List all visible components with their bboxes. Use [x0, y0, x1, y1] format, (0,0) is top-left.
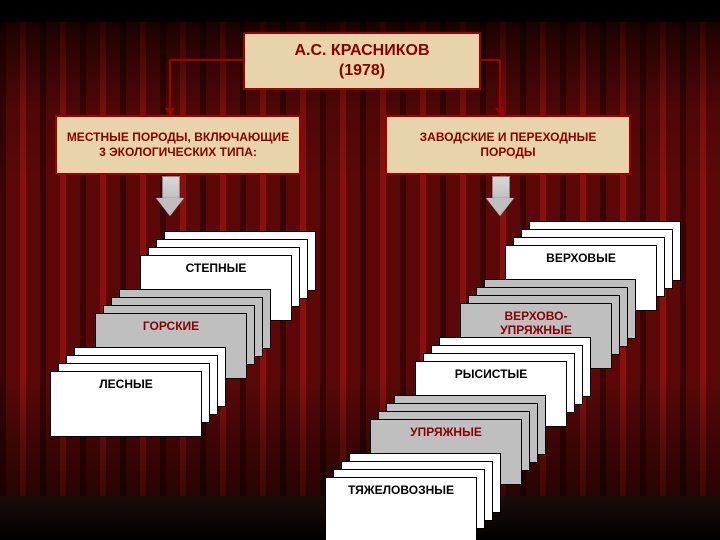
- root-title: А.С. КРАСНИКОВ (1978): [243, 32, 481, 90]
- branch-right-title: ЗАВОДСКИЕ И ПЕРЕХОДНЫЕ ПОРОДЫ: [385, 115, 631, 175]
- right-card-4: ТЯЖЕЛОВОЗНЫЕ: [325, 477, 477, 540]
- branch-left-title: МЕСТНЫЕ ПОРОДЫ, ВКЛЮЧАЮЩИЕ 3 ЭКОЛОГИЧЕСК…: [55, 115, 301, 175]
- arrow-down-right: [486, 176, 514, 216]
- left-card-2: ЛЕСНЫЕ: [50, 371, 202, 437]
- arrow-down-left: [156, 176, 184, 216]
- diagram-stage: А.С. КРАСНИКОВ (1978) МЕСТНЫЕ ПОРОДЫ, ВКЛ…: [0, 0, 720, 540]
